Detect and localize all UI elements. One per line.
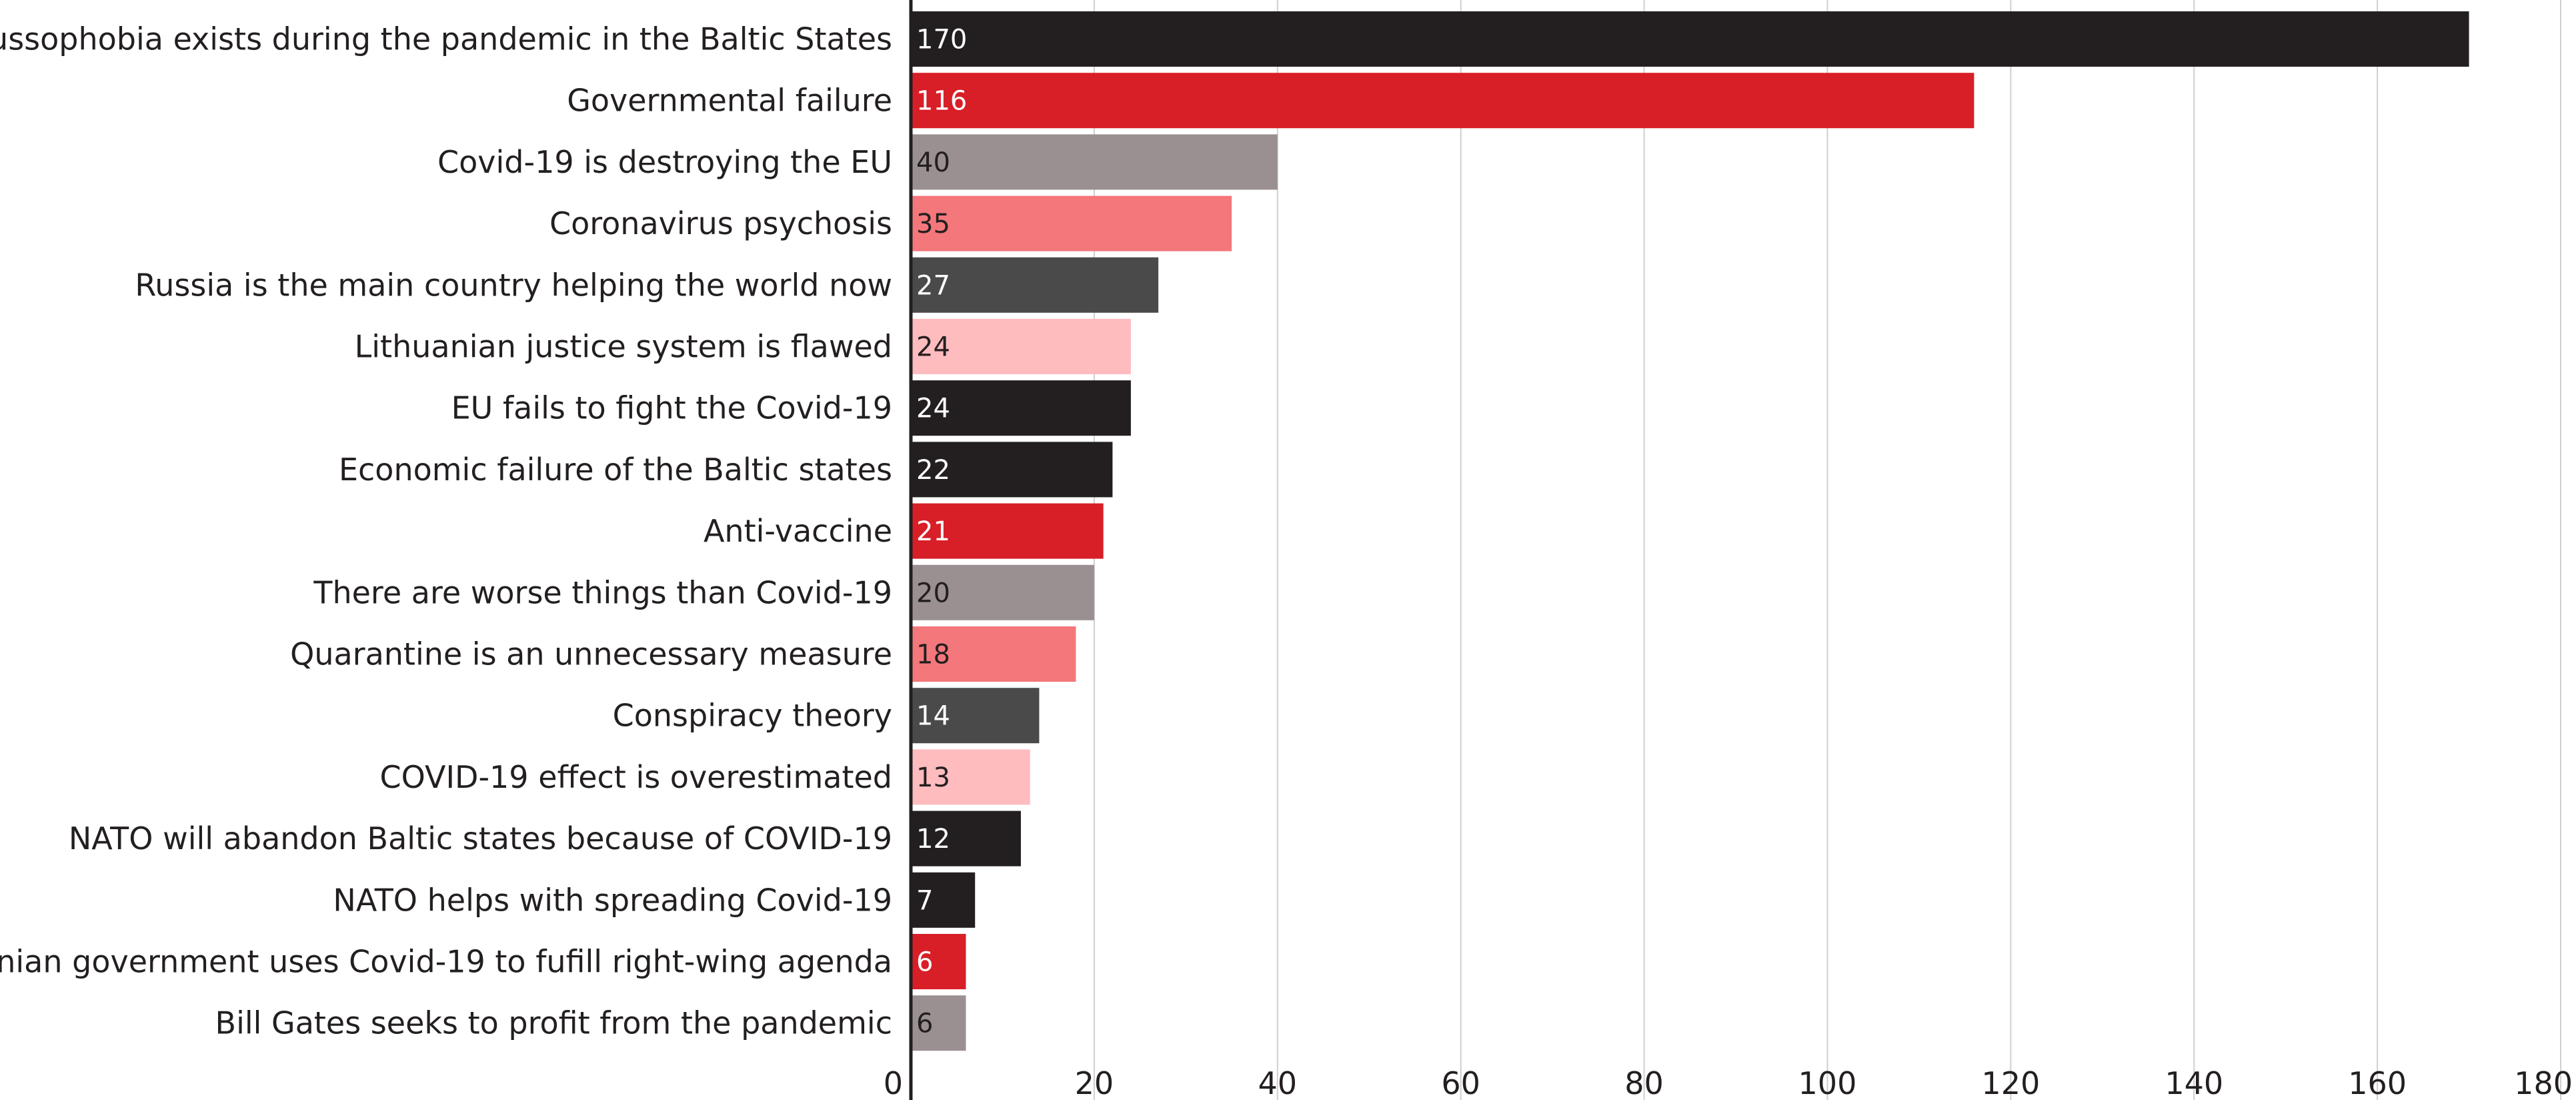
data-label: 6 [916, 947, 933, 978]
data-label: 40 [916, 147, 950, 178]
bars [911, 11, 2469, 1051]
data-label: 20 [916, 578, 950, 608]
data-label: 24 [916, 394, 950, 424]
data-label: 116 [916, 86, 967, 117]
data-label: 22 [916, 455, 950, 486]
x-tick-label: 20 [1075, 1065, 1114, 1100]
category-label: COVID-19 effect is overestimated [379, 759, 892, 795]
gridlines [1093, 0, 2561, 1100]
bar [911, 195, 1232, 251]
data-label: 21 [916, 516, 950, 547]
x-tick-label: 60 [1441, 1065, 1480, 1100]
bar [911, 810, 1021, 867]
x-axis-ticks: 0 20 40 60 80 100 120 140 160 180 [884, 1065, 2573, 1100]
bar [911, 442, 1113, 498]
x-tick-label: 160 [2348, 1065, 2407, 1100]
x-tick-label: 120 [1981, 1065, 2040, 1100]
data-label: 35 [916, 209, 950, 239]
category-label: Governmental failure [567, 83, 892, 119]
category-label: Anti-vaccine [704, 513, 892, 549]
bar [911, 319, 1131, 374]
category-label: Estonian government uses Covid-19 to fuf… [0, 944, 892, 980]
bar [911, 995, 966, 1051]
data-label: 12 [916, 824, 950, 855]
data-label: 7 [916, 885, 933, 916]
category-label: Lithuanian justice system is flawed [355, 329, 892, 365]
category-label: EU fails to fight the Covid-19 [451, 390, 892, 426]
category-label: Conspiracy theory [613, 698, 892, 734]
category-label: Covid-19 is destroying the EU [437, 144, 892, 180]
bar [911, 626, 1076, 682]
x-tick-label: 100 [1798, 1065, 1857, 1100]
bar [911, 134, 1278, 190]
data-label: 13 [916, 762, 950, 793]
bar [911, 380, 1131, 436]
data-label: 24 [916, 332, 950, 363]
category-label: NATO helps with spreading Covid-19 [333, 882, 892, 918]
category-label: There are worse things than Covid-19 [313, 574, 892, 610]
category-label: NATO will abandon Baltic states because … [69, 820, 892, 857]
data-label: 6 [916, 1009, 933, 1039]
x-tick-label: 80 [1624, 1065, 1664, 1100]
x-tick-label: 40 [1258, 1065, 1298, 1100]
value-labels: 170 116 40 35 27 24 24 22 21 20 18 14 13 12 7 6 6 [916, 25, 967, 1039]
x-tick-label: 180 [2514, 1065, 2573, 1100]
category-label: Coronavirus psychosis [549, 205, 892, 241]
data-label: 27 [916, 270, 950, 301]
x-tick-label: 140 [2165, 1065, 2223, 1100]
data-label: 14 [916, 701, 950, 732]
bar [911, 688, 1040, 744]
data-label: 170 [916, 25, 967, 55]
bar [911, 503, 1104, 559]
category-label: Economic failure of the Baltic states [339, 452, 892, 488]
category-labels: Russophobia exists during the pandemic i… [0, 21, 892, 1041]
category-label: Bill Gates seeks to profit from the pand… [215, 1005, 892, 1041]
bar [911, 749, 1030, 805]
bar [911, 257, 1159, 313]
category-label: Russia is the main country helping the w… [135, 267, 892, 303]
bar [911, 872, 976, 928]
x-tick-label: 0 [884, 1065, 903, 1100]
category-label: Quarantine is an unnecessary measure [290, 636, 892, 672]
category-label: Russophobia exists during the pandemic i… [0, 21, 892, 57]
data-label: 18 [916, 640, 950, 670]
bar [911, 564, 1094, 620]
bar [911, 934, 966, 989]
bar [911, 11, 2469, 67]
bar [911, 73, 1975, 129]
